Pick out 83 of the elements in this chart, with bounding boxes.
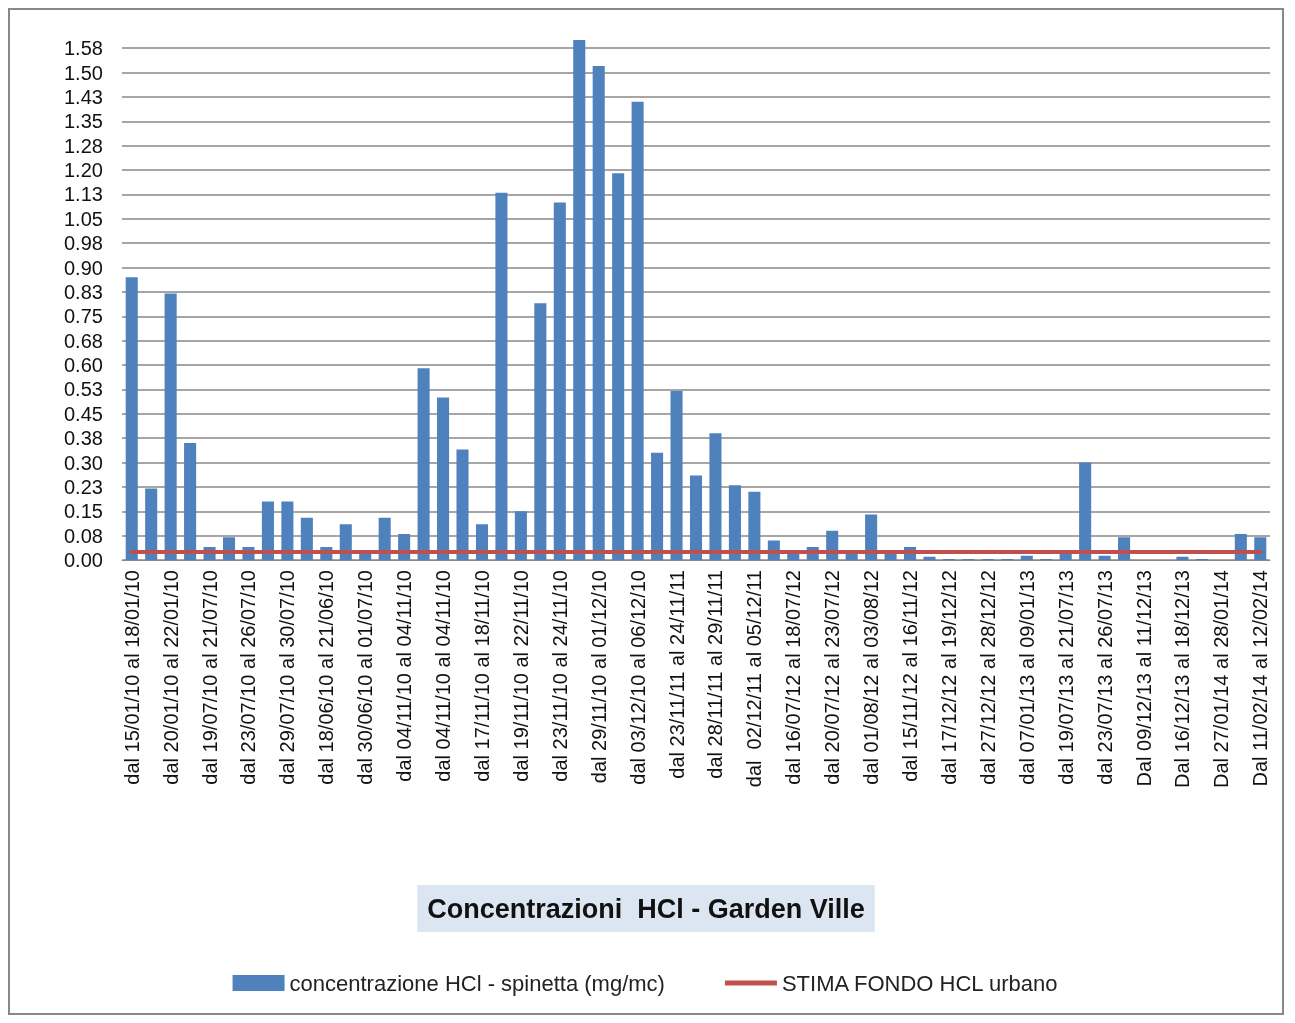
- x-tick-label: dal 29/07/10 al 30/07/10: [276, 570, 299, 785]
- bar: [709, 433, 722, 560]
- x-tick-label: dal 28/11/11 al 29/11/11: [704, 570, 727, 779]
- x-tick-label: dal 15/01/10 al 18/01/10: [120, 570, 143, 785]
- x-tick-label: dal 23/07/10 al 26/07/10: [237, 570, 260, 785]
- bar: [592, 66, 605, 560]
- y-tick-label: 1.13: [64, 183, 103, 206]
- legend-label: concentrazione HCl - spinetta (mg/mc): [289, 970, 665, 996]
- x-tick-label: dal 23/11/10 al 24/11/10: [548, 570, 571, 782]
- y-tick-label: 0.83: [64, 280, 103, 303]
- x-tick-label: dal 07/01/13 al 09/01/13: [1015, 570, 1038, 785]
- x-tick-label: dal 17/11/10 al 18/11/10: [470, 570, 493, 782]
- bar: [456, 449, 469, 560]
- x-tick-label: dal 23/07/13 al 26/07/13: [1093, 570, 1116, 785]
- x-tick-label: dal 20/01/10 al 22/01/10: [159, 570, 182, 785]
- bar: [145, 488, 158, 560]
- x-tick-label: dal 23/11/11 al 24/11/11: [665, 570, 688, 779]
- x-tick-label: dal 03/12/10 al 06/12/10: [626, 570, 649, 785]
- bar: [534, 303, 547, 560]
- legend-label: STIMA FONDO HCL urbano: [781, 970, 1058, 996]
- bar: [573, 40, 586, 560]
- bar: [184, 443, 197, 560]
- x-tick-label: dal 16/07/12 al 18/07/12: [782, 570, 805, 785]
- y-tick-label: 1.35: [64, 110, 103, 133]
- y-tick-label: 0.08: [64, 524, 103, 547]
- bar: [670, 391, 683, 560]
- y-tick-label: 0.53: [64, 378, 103, 401]
- y-tick-label: 0.75: [64, 305, 103, 328]
- x-tick-label: dal 30/06/10 al 01/07/10: [354, 570, 377, 785]
- bar: [495, 192, 508, 560]
- y-tick-label: 0.00: [64, 549, 103, 571]
- bar: [125, 277, 138, 560]
- y-tick-label: 0.38: [64, 427, 103, 450]
- bar: [514, 511, 527, 560]
- x-tick-label: dal 18/06/10 al 21/06/10: [315, 570, 338, 785]
- bar: [437, 397, 450, 560]
- bar: [417, 368, 430, 560]
- x-tick-label: Dal 09/12/13 al 11/12/13: [1132, 570, 1155, 787]
- text: Concentrazioni HCl - Garden Ville: [427, 893, 865, 924]
- bar: [281, 501, 294, 560]
- x-tick-label: dal 19/11/10 al 22/11/10: [509, 570, 532, 782]
- bar: [1079, 462, 1092, 560]
- y-tick-label: 1.20: [64, 159, 103, 181]
- y-tick-label: 0.30: [64, 451, 103, 474]
- x-tick-label: dal 04/11/10 al 04/11/10: [432, 570, 455, 782]
- bar: [164, 293, 177, 560]
- bar: [261, 501, 274, 560]
- bar: [728, 485, 741, 560]
- x-tick-label: dal 20/07/12 al 23/07/12: [821, 570, 844, 785]
- y-tick-label: 0.68: [64, 329, 103, 352]
- x-tick-label: dal 19/07/10 al 21/07/10: [198, 570, 221, 785]
- y-tick-label: 1.28: [64, 134, 103, 157]
- bar: [1176, 556, 1189, 560]
- bar: [651, 452, 664, 560]
- x-tick-label: dal 19/07/13 al 21/07/13: [1054, 570, 1077, 785]
- y-tick-label: 0.90: [64, 256, 103, 279]
- x-tick-label: dal 27/12/12 al 28/12/12: [976, 570, 999, 785]
- bar: [612, 173, 625, 560]
- y-tick-label: 0.23: [64, 475, 103, 498]
- x-tick-label: Dal 11/02/14 al 12/02/14: [1249, 570, 1272, 787]
- y-tick-label: 1.05: [64, 207, 103, 230]
- x-tick-label: dal 17/12/12 al 19/12/12: [937, 570, 960, 785]
- x-tick-label: Dal 27/01/14 al 28/01/14: [1210, 570, 1233, 788]
- bar: [1020, 555, 1033, 560]
- y-tick-label: 1.50: [64, 61, 103, 84]
- x-tick-label: dal 02/12/11 al 05/12/11: [743, 570, 766, 788]
- x-tick-label: Dal 16/12/13 al 18/12/13: [1171, 570, 1194, 788]
- bar: [748, 491, 761, 560]
- bar: [631, 101, 644, 560]
- bar: [1098, 555, 1111, 560]
- bar: [689, 475, 703, 560]
- y-tick-label: 1.43: [64, 85, 103, 108]
- x-tick-label: dal 29/11/10 al 01/12/10: [587, 570, 610, 784]
- y-tick-label: 0.98: [64, 232, 103, 255]
- x-tick-label: dal 04/11/10 al 04/11/10: [393, 570, 416, 782]
- bar: [923, 556, 936, 560]
- bar: [553, 202, 566, 560]
- y-tick-label: 0.15: [64, 500, 103, 523]
- y-tick-label: 0.45: [64, 402, 103, 425]
- y-tick-label: 1.58: [64, 37, 103, 60]
- x-tick-label: dal 01/08/12 al 03/08/12: [860, 570, 883, 785]
- y-tick-label: 0.60: [64, 354, 103, 376]
- x-tick-label: dal 15/11/12 al 16/11/12: [899, 570, 922, 782]
